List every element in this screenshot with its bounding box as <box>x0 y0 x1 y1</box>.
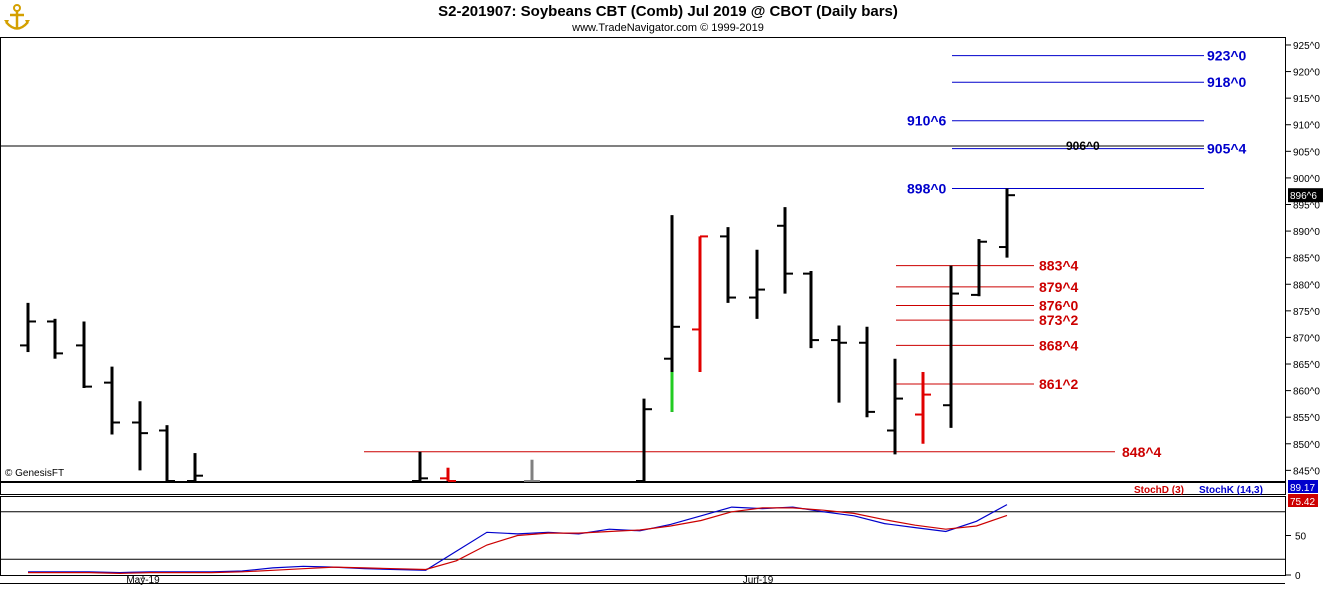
price-tick-label: 855^0 <box>1293 413 1320 424</box>
level-label: 861^2 <box>1039 376 1079 392</box>
price-tick-label: 885^0 <box>1293 254 1320 265</box>
horizontal-line-label: 906^0 <box>1066 139 1100 153</box>
price-tick-label: 870^0 <box>1293 333 1320 344</box>
stochastic-value-label: 75.42 <box>1290 497 1315 508</box>
level-label: 910^6 <box>907 113 947 129</box>
price-tick-label: 860^0 <box>1293 387 1320 398</box>
stochastic-value-badge <box>1288 480 1318 493</box>
stochastic-frame <box>0 496 1286 576</box>
chart-subtitle: www.TradeNavigator.com © 1999-2019 <box>572 22 764 34</box>
price-tick-label: 910^0 <box>1293 121 1320 132</box>
stochastic-axis: 0 50 89.17 75.42 May-19 Jun-19 <box>0 480 1318 586</box>
price-tick-label: 905^0 <box>1293 147 1320 158</box>
stochastic-tick-label: 50 <box>1295 532 1307 543</box>
time-label: May-19 <box>126 575 160 586</box>
price-tick-label: 890^0 <box>1293 227 1320 238</box>
legend-stochd: StochD (3) <box>1134 485 1184 496</box>
price-tick-label: 880^0 <box>1293 280 1320 291</box>
price-tick-label: 915^0 <box>1293 94 1320 105</box>
level-label: 873^2 <box>1039 312 1079 328</box>
price-tick-label: 920^0 <box>1293 68 1320 79</box>
stochastic-series-line <box>28 507 1008 575</box>
price-tick-label: 845^0 <box>1293 466 1320 477</box>
price-axis: 845^0 850^0 855^0 860^0 865^0 870^0 875^0 880^0… <box>1285 41 1323 477</box>
chart-title: S2-201907: Soybeans CBT (Comb) Jul 2019 … <box>438 3 898 20</box>
copyright-label: © GenesisFT <box>5 468 65 479</box>
price-panel: 923^0 918^0 910^6 905^4 898^0 883^4 879^4 876^0… <box>0 37 1286 482</box>
stochastic-legend-strip <box>0 482 1286 495</box>
level-label: 879^4 <box>1039 279 1079 295</box>
stochastic-value-badge <box>1288 494 1318 507</box>
legend-stochk: StochK (14,3) <box>1199 485 1263 496</box>
price-tick-label: 900^0 <box>1293 174 1320 185</box>
price-tick-label: 925^0 <box>1293 41 1320 52</box>
level-label: 918^0 <box>1207 74 1247 90</box>
stochastic-value-label: 89.17 <box>1290 483 1315 494</box>
level-label: 923^0 <box>1207 48 1247 64</box>
stochastic-series-line <box>28 504 1008 574</box>
price-tick-label: 850^0 <box>1293 440 1320 451</box>
level-label: 898^0 <box>907 181 947 197</box>
anchor-icon <box>4 4 30 30</box>
level-label: 883^4 <box>1039 258 1079 274</box>
stochastic-tick-label: 0 <box>1295 571 1301 582</box>
stochastic-panel: StochD (3) StochK (14,3) <box>0 482 1286 576</box>
price-tick-label: 865^0 <box>1293 360 1320 371</box>
level-label: 848^4 <box>1122 444 1162 460</box>
level-label: 905^4 <box>1207 141 1247 157</box>
level-label: 876^0 <box>1039 298 1079 314</box>
price-tick-label: 875^0 <box>1293 307 1320 318</box>
last-price-badge <box>1288 188 1323 203</box>
chart-header: S2-201907: Soybeans CBT (Comb) Jul 2019 … <box>0 0 1336 36</box>
price-tick-label: 895^0 <box>1293 200 1320 211</box>
last-price-label: 896^6 <box>1290 191 1317 202</box>
time-label: Jun-19 <box>743 575 774 586</box>
level-label: 868^4 <box>1039 337 1079 353</box>
